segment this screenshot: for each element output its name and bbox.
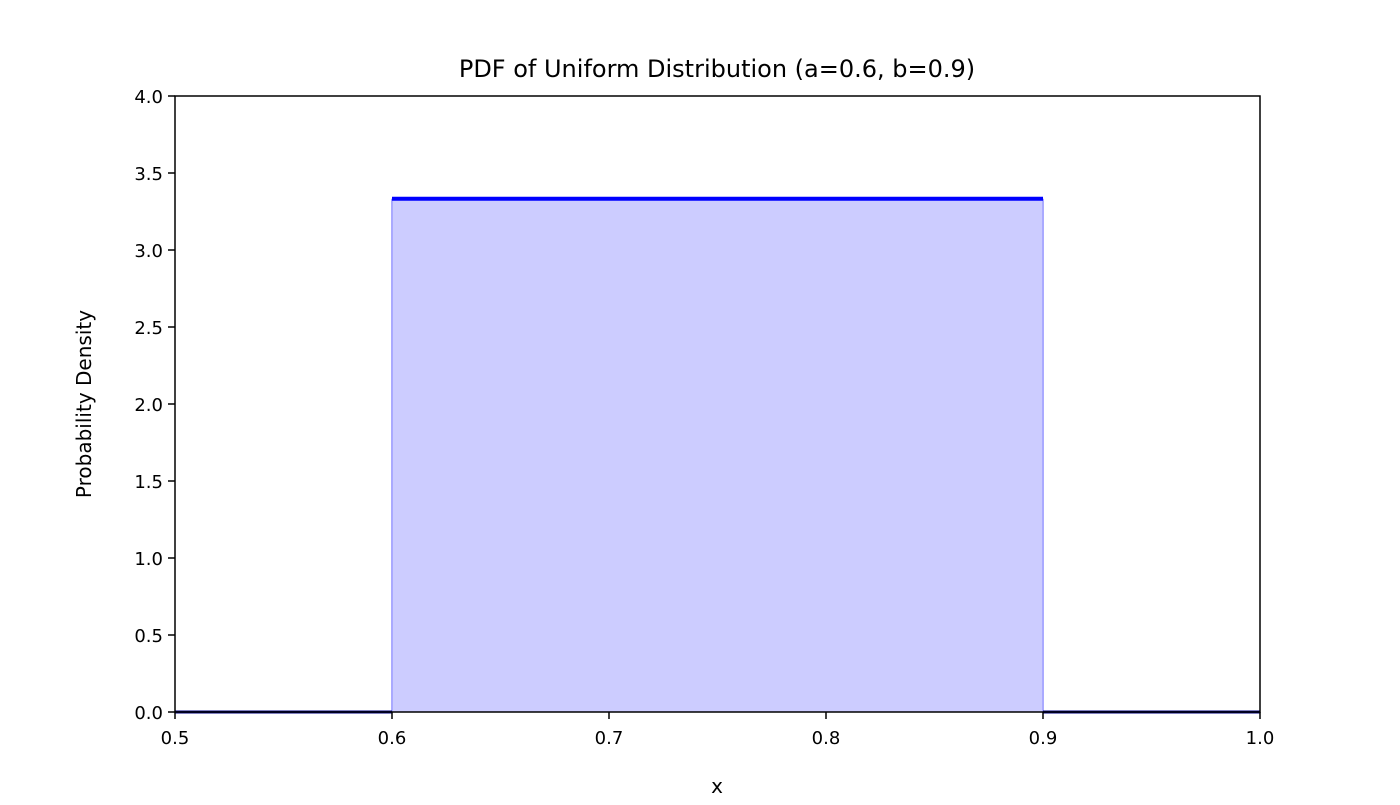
y-tick-label: 0.0	[134, 703, 163, 724]
x-tick-label: 0.5	[161, 728, 190, 749]
x-tick-label: 0.9	[1029, 728, 1058, 749]
x-tick-label: 0.8	[812, 728, 841, 749]
x-axis-label: x	[711, 774, 723, 798]
y-tick-label: 4.0	[134, 87, 163, 108]
x-tick-label: 1.0	[1246, 728, 1275, 749]
x-tick-label: 0.7	[595, 728, 624, 749]
pdf-fill-area	[392, 198, 1043, 712]
y-tick-label: 0.5	[134, 626, 163, 647]
y-tick-label: 3.5	[134, 164, 163, 185]
y-tick-label: 1.0	[134, 549, 163, 570]
y-tick-label: 2.5	[134, 318, 163, 339]
y-axis-label: Probability Density	[72, 310, 96, 498]
chart-title: PDF of Uniform Distribution (a=0.6, b=0.…	[459, 55, 975, 83]
plot-area: 0.5 0.6 0.7 0.8 0.9 1.0 0.0 0.5 1.0 1.5 2.0 2.5 3.0 3…	[134, 87, 1274, 749]
y-tick-label: 2.0	[134, 395, 163, 416]
y-tick-label: 1.5	[134, 472, 163, 493]
x-tick-label: 0.6	[378, 728, 407, 749]
y-tick-label: 3.0	[134, 241, 163, 262]
